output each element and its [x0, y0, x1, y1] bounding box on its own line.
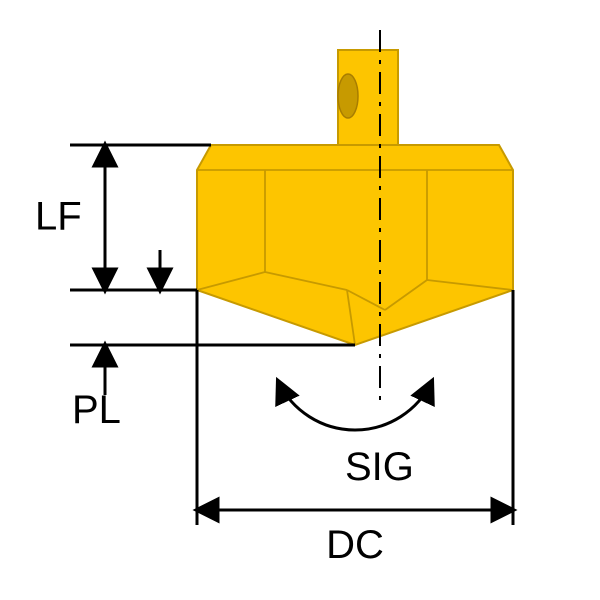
shank-notch — [338, 74, 358, 118]
technical-diagram: LF PL SIG DC — [0, 0, 600, 600]
label-pl: PL — [72, 388, 121, 432]
label-dc: DC — [326, 523, 384, 567]
dim-arc-sig — [278, 381, 432, 430]
label-sig: SIG — [345, 445, 414, 489]
label-lf: LF — [35, 195, 82, 239]
tool-body — [197, 145, 513, 345]
